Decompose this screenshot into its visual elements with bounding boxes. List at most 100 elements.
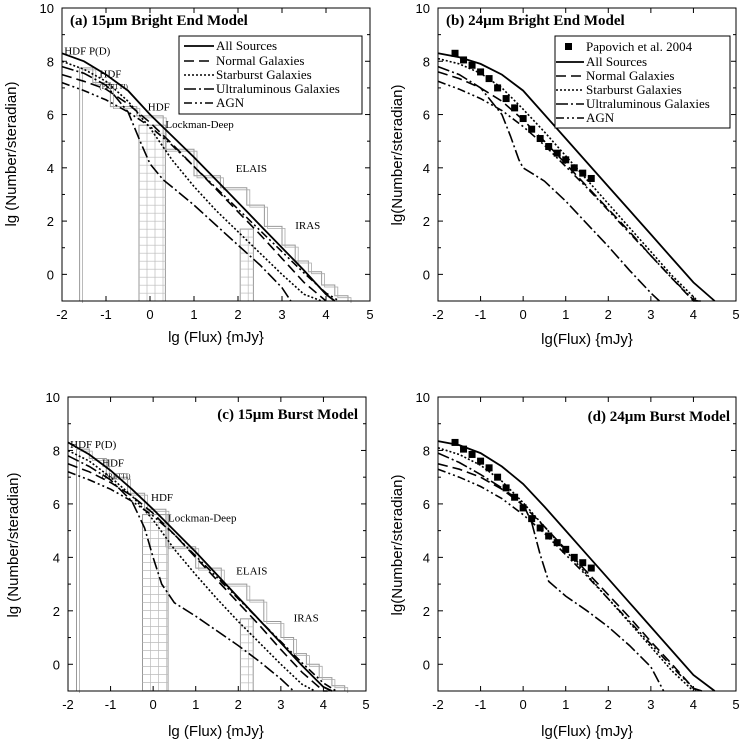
- legend-label-all: All Sources: [586, 54, 647, 69]
- series-line-ultraluminous-galaxies: [437, 65, 660, 302]
- series-line-agn: [437, 80, 698, 302]
- annotations: HDF P(D) HDF (PRETTI) HDF Lockman-Deep ELAIS I…: [64, 46, 320, 232]
- legend-label-papovich: Papovich et al. 2004: [586, 39, 693, 54]
- annotation: ELAIS: [236, 163, 267, 175]
- data-point: [460, 56, 468, 64]
- series-line-normal-galaxies: [67, 463, 328, 692]
- y-tick-label: 2: [423, 214, 430, 229]
- data-point: [485, 464, 493, 472]
- series-line-agn: [61, 81, 340, 302]
- y-tick-label: 0: [423, 657, 430, 672]
- data-point: [511, 493, 519, 501]
- x-tick-label: -1: [105, 697, 117, 712]
- y-tick-label: 2: [47, 214, 54, 229]
- plot-frame: [67, 396, 367, 692]
- data-point: [579, 559, 587, 567]
- annotation: IRAS: [295, 220, 320, 232]
- y-tick-label: 0: [47, 267, 54, 282]
- x-tick-label: 5: [732, 697, 739, 712]
- data-point: [451, 438, 459, 446]
- legend-label-ulirg: Ultraluminous Galaxies: [216, 81, 340, 96]
- axis-ticks: -2 -1 0 1 2 3 4 5 0 2 4 6 8 10: [46, 390, 370, 712]
- model-curves: [61, 52, 340, 302]
- series-line-agn: [67, 471, 337, 692]
- data-point: [477, 457, 485, 465]
- data-point: [587, 564, 595, 572]
- legend-label-agn: AGN: [586, 110, 615, 125]
- x-tick-label: -1: [100, 307, 112, 322]
- histogram-bars: [76, 448, 349, 693]
- legend-label-ulirg: Ultraluminous Galaxies: [586, 96, 710, 111]
- panel-title: (c) 15µm Burst Model: [217, 407, 358, 423]
- y-tick-label: 6: [53, 497, 60, 512]
- x-tick-label: 5: [366, 307, 373, 322]
- papovich-points: [451, 49, 595, 182]
- data-point: [460, 445, 468, 453]
- histogram-outline: [82, 69, 352, 303]
- annotation: HDF: [102, 457, 124, 469]
- y-tick-label: 8: [47, 54, 54, 69]
- y-tick-label: 0: [423, 267, 430, 282]
- y-axis-label: lg (Number/steradian): [3, 81, 20, 226]
- y-tick-label: 4: [47, 161, 54, 176]
- y-tick-label: 10: [416, 1, 430, 16]
- x-tick-label: 0: [520, 307, 527, 322]
- data-point: [536, 135, 544, 143]
- y-tick-label: 6: [47, 108, 54, 123]
- data-point: [545, 143, 553, 151]
- x-tick-label: -1: [475, 307, 487, 322]
- x-tick-label: -2: [56, 307, 68, 322]
- y-tick-label: 0: [53, 657, 60, 672]
- x-tick-label: -2: [62, 697, 74, 712]
- data-point: [502, 95, 510, 103]
- axis-ticks: -2 -1 0 1 2 3 4 5 0 2 4 6 8 10: [40, 1, 374, 322]
- annotation: ELAIS: [236, 566, 267, 578]
- x-tick-label: 2: [234, 307, 241, 322]
- series-line-ultraluminous-galaxies: [67, 455, 295, 692]
- annotation: HDF P(D): [70, 439, 116, 451]
- x-axis-label: lg(Flux) {mJy}: [541, 331, 633, 348]
- legend-box: [554, 35, 731, 129]
- y-tick-label: 8: [423, 54, 430, 69]
- data-point: [553, 539, 561, 547]
- x-tick-label: 3: [278, 307, 285, 322]
- data-point: [468, 61, 476, 69]
- data-point: [451, 49, 459, 57]
- series-line-all-sources: [437, 440, 716, 692]
- data-point: [511, 104, 519, 112]
- x-tick-label: 1: [562, 307, 569, 322]
- series-line-starburst-galaxies: [61, 60, 322, 302]
- y-tick-label: 4: [423, 550, 430, 565]
- model-curves: [437, 440, 716, 692]
- x-tick-label: 1: [192, 697, 199, 712]
- series-line-normal-galaxies: [61, 73, 327, 302]
- x-tick-label: 1: [562, 697, 569, 712]
- y-tick-label: 2: [423, 604, 430, 619]
- y-tick-label: 6: [423, 497, 430, 512]
- panel-title: (a) 15µm Bright End Model: [70, 13, 248, 29]
- y-tick-label: 4: [53, 550, 60, 565]
- plot-frame: [437, 396, 737, 692]
- plot-frame: [437, 7, 737, 302]
- legend: Papovich et al. 2004 All Sources Normal …: [554, 35, 731, 129]
- data-point: [570, 553, 578, 561]
- y-tick-label: 10: [40, 1, 54, 16]
- plot-frame: [61, 7, 371, 302]
- data-point: [502, 484, 510, 492]
- panel-c: -2 -1 0 1 2 3 4 5 0 2 4 6 8 10 (c) 15µm Burst Model H…: [5, 390, 370, 740]
- x-tick-label: 1: [190, 307, 197, 322]
- x-tick-label: -2: [432, 307, 444, 322]
- axis-ticks: -2 -1 0 1 2 3 4 5 0 2 4 6 8 10: [416, 390, 740, 712]
- x-tick-label: 3: [647, 697, 654, 712]
- data-point: [553, 149, 561, 157]
- series-line-agn: [437, 468, 699, 692]
- panel-title: (d) 24µm Burst Model: [588, 409, 730, 425]
- data-point: [579, 169, 587, 177]
- histogram-bars: [79, 67, 352, 303]
- data-point: [494, 84, 502, 92]
- data-point: [528, 125, 536, 133]
- series-line-all-sources: [437, 52, 716, 302]
- data-point: [528, 515, 536, 523]
- data-point: [562, 545, 570, 553]
- x-tick-label: 4: [690, 307, 697, 322]
